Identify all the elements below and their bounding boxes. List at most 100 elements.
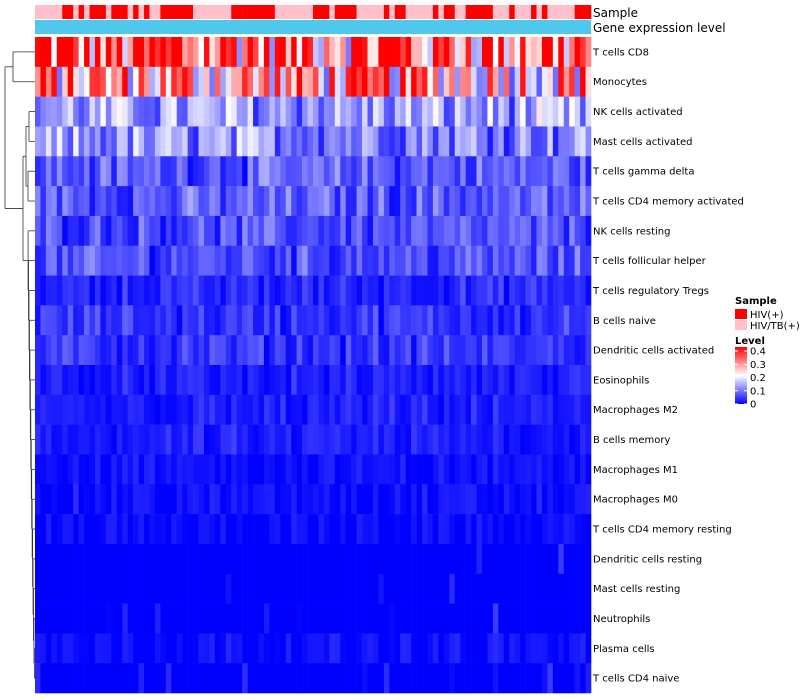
heatmap-cell — [411, 573, 417, 604]
heatmap-cell — [476, 186, 483, 217]
heatmap-cell — [307, 454, 314, 485]
heatmap-cell — [432, 543, 439, 575]
heatmap-cell — [51, 394, 58, 425]
heatmap-cell — [514, 394, 521, 425]
legend-swatch-hiv — [735, 309, 747, 319]
heatmap-cell — [116, 215, 123, 247]
heatmap-cell — [422, 484, 428, 515]
heatmap-cell — [285, 245, 292, 276]
heatmap-cell — [165, 156, 172, 187]
row-label: NK cells activated — [593, 107, 683, 118]
heatmap-cell — [247, 156, 254, 187]
heatmap-cell — [40, 156, 47, 187]
sample-annotation-cell — [514, 5, 521, 19]
heatmap-cell — [105, 186, 112, 217]
heatmap-cell — [242, 156, 248, 187]
heatmap-cell — [56, 454, 63, 485]
heatmap-cell — [198, 245, 205, 276]
heatmap-cell — [231, 365, 237, 396]
heatmap-cell — [296, 275, 303, 306]
heatmap-cell — [242, 424, 248, 455]
heatmap-cell — [563, 156, 570, 187]
heatmap-cell — [193, 37, 199, 68]
heatmap-cell — [84, 335, 90, 366]
heatmap-cell — [40, 305, 47, 336]
heatmap-cell — [487, 365, 494, 396]
heatmap-cell — [356, 126, 363, 157]
legend-label-hivtb: HIV/TB(+) — [750, 321, 800, 332]
heatmap-cell — [443, 186, 450, 217]
heatmap-cell — [443, 573, 450, 604]
heatmap-cell — [313, 335, 319, 366]
heatmap-cell — [438, 156, 445, 187]
heatmap-cell — [422, 305, 428, 336]
heatmap-cell — [236, 335, 243, 366]
heatmap-cell — [138, 186, 145, 217]
heatmap-cell — [525, 603, 532, 634]
heatmap-cell — [345, 335, 352, 366]
heatmap-cell — [73, 365, 79, 396]
heatmap-cell — [187, 454, 194, 485]
heatmap-cell — [89, 126, 96, 157]
heatmap-cell — [160, 305, 167, 336]
heatmap-cell — [302, 394, 308, 425]
heatmap-cell — [345, 543, 352, 575]
sample-annotation-cell — [73, 5, 79, 19]
sample-annotation-cell — [160, 5, 167, 19]
heatmap-cell — [220, 633, 227, 664]
heatmap-cell — [356, 245, 363, 276]
heatmap-cell — [476, 543, 483, 575]
heatmap-cell — [531, 603, 537, 634]
heatmap-cell — [411, 514, 417, 545]
heatmap-cell — [313, 66, 319, 97]
sample-annotation-cell — [405, 5, 412, 19]
heatmap-cell — [509, 484, 515, 515]
heatmap-cell — [563, 37, 570, 68]
heatmap-cell — [405, 663, 412, 694]
heatmap-cell — [416, 305, 423, 336]
heatmap-cell — [149, 484, 156, 515]
heatmap-cell — [378, 394, 385, 425]
heatmap-cell — [569, 484, 575, 515]
heatmap-cell — [329, 335, 336, 366]
heatmap-cell — [367, 215, 374, 247]
heatmap-cell — [471, 156, 477, 187]
heatmap-cell — [67, 394, 74, 425]
heatmap-cell — [133, 305, 139, 336]
heatmap-cell — [563, 663, 570, 694]
heatmap-cell — [111, 37, 118, 68]
heatmap-cell — [552, 335, 559, 366]
heatmap-cell — [356, 365, 363, 396]
heatmap-cell — [552, 514, 559, 545]
heatmap-cell — [400, 215, 406, 247]
heatmap-cell — [127, 633, 134, 664]
heatmap-cell — [35, 126, 41, 157]
heatmap-cell — [552, 245, 559, 276]
heatmap-cell — [220, 186, 227, 217]
heatmap-cell — [367, 37, 374, 68]
heatmap-cell — [149, 96, 156, 127]
heatmap-cell — [563, 394, 570, 425]
heatmap-cell — [182, 186, 188, 217]
heatmap-cell — [416, 603, 423, 634]
heatmap-cell — [149, 245, 156, 276]
heatmap-cell — [45, 275, 52, 306]
sample-annotation-cell — [351, 5, 357, 19]
heatmap-cell — [203, 484, 210, 515]
heatmap-cell — [552, 573, 559, 604]
heatmap-cell — [340, 365, 346, 396]
heatmap-cell — [78, 484, 85, 515]
heatmap-cell — [242, 245, 248, 276]
heatmap-cell — [531, 335, 537, 366]
heatmap-cell — [269, 633, 276, 664]
heatmap-cell — [585, 335, 592, 366]
heatmap-cell — [498, 335, 505, 366]
heatmap-cell — [231, 454, 237, 485]
heatmap-cell — [323, 156, 330, 187]
heatmap-cell — [51, 633, 58, 664]
heatmap-cell — [531, 245, 537, 276]
heatmap-cell — [209, 126, 216, 157]
heatmap-cell — [362, 365, 368, 396]
heatmap-cell — [405, 37, 412, 68]
heatmap-cell — [487, 66, 494, 97]
